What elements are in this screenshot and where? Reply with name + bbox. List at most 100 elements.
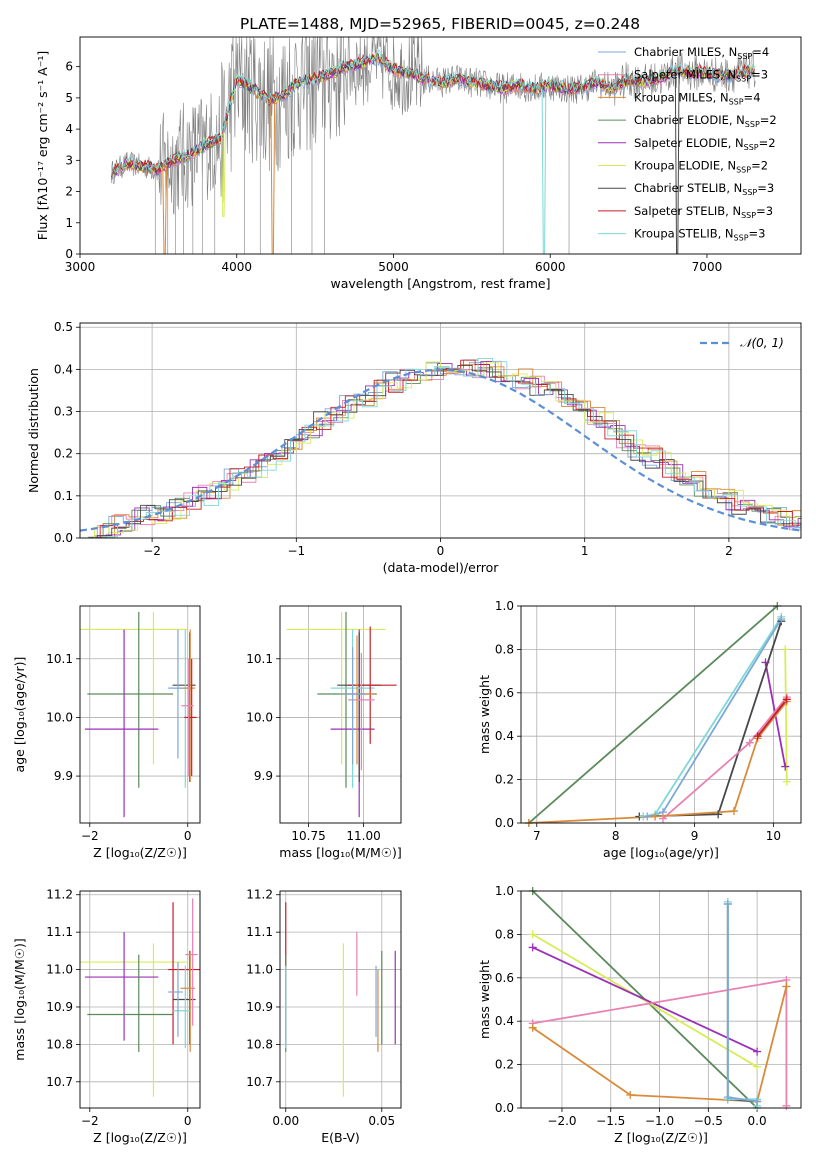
y-tick-label: 10.9 bbox=[46, 1000, 73, 1014]
plot-area bbox=[528, 606, 788, 823]
data-point-marker bbox=[777, 615, 786, 624]
plot-area bbox=[80, 357, 801, 538]
legend-nssp-equals: = bbox=[757, 181, 767, 195]
y-tick-label: 1.0 bbox=[495, 599, 514, 613]
data-point-marker bbox=[782, 982, 791, 991]
mass-weight-line bbox=[528, 700, 788, 823]
mass-vs-extinction-panel: 0.00 0.05 10.7 10.8 10.9 11.0 11.1 11.2 E(B-V) bbox=[246, 888, 402, 1145]
y-tick-label: 11.0 bbox=[246, 963, 273, 977]
x-axis-label: mass [log₁₀(M/M☉)] bbox=[279, 845, 401, 860]
residual-histogram-chabrier-stelib bbox=[82, 364, 801, 538]
y-tick-label: 3 bbox=[65, 153, 73, 167]
legend-nssp-value: 3 bbox=[761, 68, 768, 82]
axes-frame bbox=[520, 605, 802, 824]
y-tick-label: 0.0 bbox=[54, 531, 73, 545]
y-tick-label: 9.9 bbox=[54, 769, 73, 783]
x-tick-label: 3000 bbox=[65, 260, 96, 274]
legend-name: Kroupa ELODIE bbox=[634, 159, 720, 173]
y-tick-label: 10.8 bbox=[246, 1037, 273, 1051]
legend-label: Salpeter STELIB, NSSP=3 bbox=[634, 204, 773, 220]
legend-nssp-subscript: SSP bbox=[736, 75, 751, 84]
data-point-marker bbox=[782, 695, 791, 704]
legend-name: Kroupa STELIB bbox=[634, 227, 718, 241]
y-tick-label: 0.4 bbox=[54, 362, 73, 376]
y-tick-label: 0.6 bbox=[495, 971, 514, 985]
legend-label: Chabrier STELIB, NSSP=3 bbox=[634, 181, 774, 197]
residual-histogram-salpeter-elodie bbox=[91, 361, 801, 538]
legend-nssp-equals: = bbox=[760, 113, 770, 127]
y-tick-label: 1.0 bbox=[495, 884, 514, 898]
legend-nssp-value: 3 bbox=[758, 227, 765, 241]
x-axis-label: age [log₁₀(age/yr)] bbox=[603, 845, 719, 860]
legend-nssp-equals: = bbox=[749, 227, 759, 241]
y-tick-label: 0 bbox=[65, 247, 73, 261]
y-tick-label: 0.6 bbox=[495, 686, 514, 700]
y-axis-label: Flux [fλ10⁻¹⁷ erg cm⁻² s⁻¹ A⁻¹] bbox=[35, 51, 50, 240]
y-tick-label: 0.5 bbox=[54, 320, 73, 334]
x-tick-label: 8 bbox=[612, 829, 620, 843]
y-tick-label: 0.8 bbox=[495, 927, 514, 941]
x-tick-label: −1.5 bbox=[596, 1114, 625, 1128]
y-tick-label: 11.2 bbox=[246, 888, 273, 902]
data-point-marker bbox=[753, 732, 762, 741]
mass-weight-line bbox=[532, 933, 758, 1068]
y-tick-label: 11.0 bbox=[46, 963, 73, 977]
mass-weight-line bbox=[528, 606, 778, 823]
data-point-marker bbox=[782, 1101, 791, 1110]
model-spectrum-line bbox=[110, 53, 755, 177]
mass-weight-line bbox=[532, 986, 788, 1103]
mass-weight-line bbox=[756, 698, 788, 737]
y-tick-label: 10.7 bbox=[46, 1075, 73, 1089]
data-point-marker bbox=[528, 930, 537, 939]
y-tick-label: 11.1 bbox=[46, 925, 73, 939]
axes-frame bbox=[79, 890, 201, 1109]
residual-histogram-chabrier-elodie bbox=[88, 359, 801, 538]
data-point-marker bbox=[781, 762, 790, 771]
y-tick-label: 10.8 bbox=[46, 1037, 73, 1051]
x-tick-label: 0 bbox=[437, 544, 445, 558]
legend-nssp-equals: = bbox=[752, 45, 762, 59]
legend-nssp-equals: = bbox=[744, 90, 754, 104]
legend-label: Salpeter ELODIE, NSSP=2 bbox=[634, 136, 776, 152]
y-axis-label: mass [log₁₀(M/M☉)] bbox=[12, 938, 27, 1060]
legend-name: Chabrier ELODIE bbox=[634, 113, 729, 127]
legend-label: Chabrier MILES, NSSP=4 bbox=[634, 45, 769, 61]
y-tick-label: 2 bbox=[65, 185, 73, 199]
x-tick-label: 7 bbox=[533, 829, 541, 843]
legend-label: Salpeter MILES, NSSP=3 bbox=[634, 68, 768, 84]
data-point-marker bbox=[729, 807, 738, 816]
x-axis-label: (data-model)/error bbox=[383, 560, 500, 575]
plot-area bbox=[286, 611, 397, 818]
y-tick-label: 0.1 bbox=[54, 489, 73, 503]
x-axis-label: Z [log₁₀(Z/Z☉)] bbox=[614, 1130, 708, 1145]
residual-histogram-salpeter-stelib bbox=[85, 359, 801, 538]
y-tick-label: 4 bbox=[65, 122, 73, 136]
y-tick-label: 0.2 bbox=[495, 1058, 514, 1072]
model-spectrum-line bbox=[110, 49, 755, 176]
axes-frame bbox=[79, 605, 201, 824]
y-tick-label: 11.2 bbox=[46, 888, 73, 902]
y-axis-label: mass weight bbox=[477, 675, 492, 754]
legend-nssp-prefix: , N bbox=[713, 90, 729, 104]
mass-weight-line bbox=[662, 696, 788, 820]
y-axis-label: age [log₁₀(age/yr)] bbox=[12, 657, 27, 773]
axes-frame bbox=[79, 36, 802, 255]
y-axis-label: Normed distribution bbox=[26, 368, 41, 493]
legend-nssp-prefix: , N bbox=[728, 136, 744, 150]
legend-nssp-subscript: SSP bbox=[729, 97, 744, 106]
mass-weight-line bbox=[726, 901, 758, 1106]
data-point-marker bbox=[761, 658, 770, 667]
legend-nssp-prefix: , N bbox=[720, 159, 736, 173]
legend-nssp-value: 2 bbox=[768, 136, 775, 150]
x-tick-label: 0.00 bbox=[272, 1114, 299, 1128]
legend-nssp-value: 2 bbox=[769, 113, 776, 127]
y-tick-label: 11.1 bbox=[246, 925, 273, 939]
x-tick-label: −0.5 bbox=[694, 1114, 723, 1128]
legend-nssp-value: 4 bbox=[753, 90, 760, 104]
data-point-marker bbox=[528, 1023, 537, 1032]
residual-histogram-salpeter-miles bbox=[82, 360, 801, 538]
data-point-marker bbox=[626, 1090, 635, 1099]
axes-frame bbox=[520, 890, 802, 1109]
y-tick-label: 0.0 bbox=[495, 816, 514, 830]
